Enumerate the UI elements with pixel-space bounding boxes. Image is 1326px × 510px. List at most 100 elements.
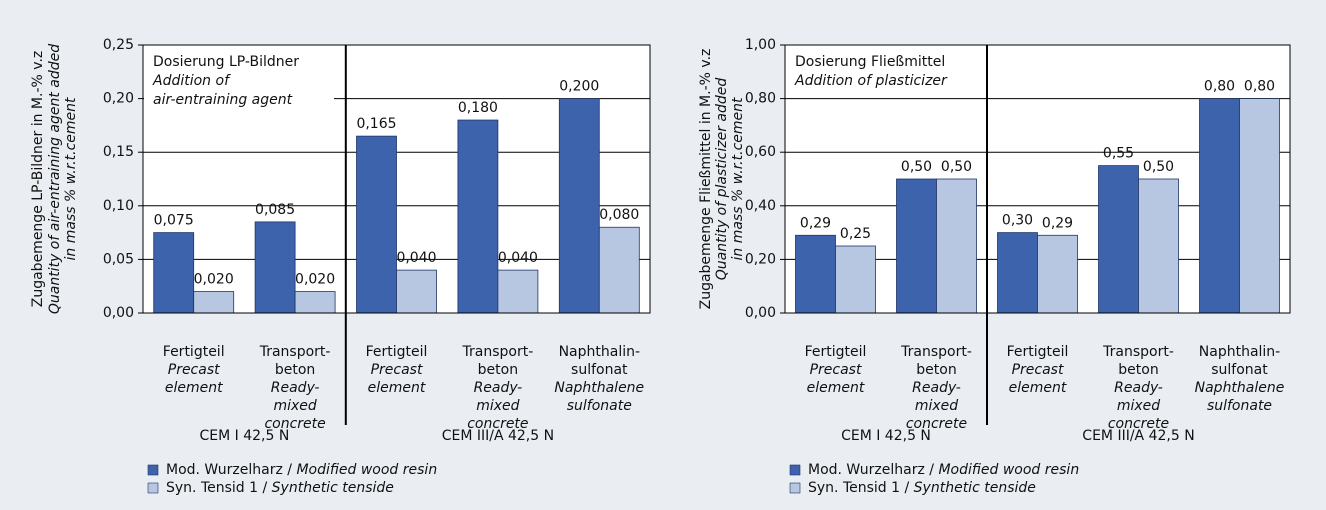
value-label: 0,50 (941, 159, 972, 175)
category-label: Precast (810, 362, 862, 378)
y-tick-label: 0,40 (745, 198, 776, 214)
category-label: Precast (168, 362, 220, 378)
bar (598, 226, 640, 314)
value-label: 0,180 (458, 100, 498, 116)
y-axis-label: in mass % w.r.t.cement (730, 97, 746, 261)
plot-frame (142, 44, 651, 314)
category-label: Transport- (462, 344, 534, 360)
annotation: Addition of (152, 73, 231, 89)
category-label: Fertigteil (366, 344, 428, 360)
value-label: 0,29 (800, 215, 831, 231)
bar (497, 269, 539, 314)
bar (558, 98, 600, 314)
category-label: Ready- (474, 380, 523, 396)
category-label: Ready- (1114, 380, 1163, 396)
category-label: Naphthalin- (559, 344, 640, 360)
legend-text-part: Syn. Tensid 1 (166, 480, 258, 496)
value-label: 0,80 (1244, 79, 1275, 95)
category-label: Transport- (1102, 344, 1174, 360)
category-label: beton (1118, 362, 1158, 378)
y-axis-label: Quantity of plasticizer added (714, 78, 730, 281)
y-tick-label: 0,80 (745, 91, 776, 107)
legend-label: Syn. Tensid 1 / Synthetic tenside (166, 480, 394, 496)
legend-text-part: Synthetic tenside (272, 480, 394, 496)
category-label: Naphthalin- (1199, 344, 1280, 360)
category-label: sulfonat (1211, 362, 1268, 378)
legend-swatch (789, 464, 801, 476)
legend-label: Syn. Tensid 1 / Synthetic tenside (808, 480, 1036, 496)
category-label: beton (916, 362, 956, 378)
y-tick-label: 0,25 (103, 37, 134, 53)
category-label: mixed (915, 398, 958, 414)
category-label: Transport- (259, 344, 331, 360)
legend-text-part: / (283, 462, 297, 478)
category-label: mixed (1117, 398, 1160, 414)
category-label: beton (478, 362, 518, 378)
value-label: 0,200 (559, 79, 599, 95)
y-tick-label: 0,05 (103, 251, 134, 267)
annotation: air-entraining agent (153, 92, 293, 108)
value-label: 0,075 (154, 213, 194, 229)
annotation-box (786, 46, 946, 92)
bar (153, 232, 195, 314)
bar (835, 245, 876, 314)
y-tick-label: 0,20 (103, 91, 134, 107)
bar (997, 232, 1038, 314)
bar (193, 291, 235, 314)
value-label: 0,040 (498, 250, 538, 266)
plot-frame (784, 44, 1291, 314)
category-label: Ready- (912, 380, 961, 396)
group-label: CEM I 42,5 N (841, 428, 931, 444)
category-label: mixed (273, 398, 316, 414)
annotation: Dosierung LP-Bildner (153, 54, 299, 70)
annotation: Dosierung Fließmittel (795, 54, 945, 70)
category-label: Ready- (271, 380, 320, 396)
value-label: 0,25 (840, 226, 871, 242)
category-label: mixed (476, 398, 519, 414)
value-label: 0,50 (1143, 159, 1174, 175)
legend-text-part: Synthetic tenside (914, 480, 1036, 496)
bar (1199, 98, 1240, 314)
category-label: Transport- (900, 344, 972, 360)
value-label: 0,29 (1042, 215, 1073, 231)
group-label: CEM I 42,5 N (199, 428, 289, 444)
category-label: beton (275, 362, 315, 378)
category-label: Fertigteil (805, 344, 867, 360)
category-label: Fertigteil (163, 344, 225, 360)
legend-text-part: / (925, 462, 939, 478)
y-axis-label: in mass % w.r.t.cement (63, 97, 79, 261)
category-label: element (807, 380, 865, 396)
legend-label: Mod. Wurzelharz / Modified wood resin (166, 462, 437, 478)
y-tick-label: 0,20 (745, 251, 776, 267)
bar (396, 269, 437, 314)
category-label: Precast (1012, 362, 1064, 378)
bar (795, 234, 836, 314)
value-label: 0,55 (1103, 146, 1134, 162)
category-label: concrete (1108, 416, 1169, 432)
y-tick-label: 0,00 (745, 305, 776, 321)
legend-text-part: Syn. Tensid 1 (808, 480, 900, 496)
legend-text-part: Modified wood resin (296, 462, 437, 478)
y-tick-label: 0,15 (103, 144, 134, 160)
y-axis-label: Zugabemenge LP-Bildner in M.-% v.z (30, 51, 46, 308)
category-label: Naphthalene (1195, 380, 1285, 396)
legend-text-part: Modified wood resin (938, 462, 1079, 478)
value-label: 0,020 (194, 272, 234, 288)
value-label: 0,085 (255, 202, 295, 218)
y-axis-label: Quantity of air-entraining agent added (47, 44, 63, 314)
bar (896, 178, 937, 314)
bar (936, 178, 977, 314)
category-label: Precast (371, 362, 423, 378)
legend-label: Mod. Wurzelharz / Modified wood resin (808, 462, 1079, 478)
category-label: element (368, 380, 426, 396)
bar (1098, 165, 1139, 314)
category-label: element (165, 380, 223, 396)
legend-swatch (147, 482, 159, 494)
value-label: 0,040 (396, 250, 436, 266)
bar (1138, 178, 1179, 314)
annotation: Addition of plasticizer (794, 73, 948, 89)
category-label: sulfonat (571, 362, 628, 378)
legend-text-part: Mod. Wurzelharz (166, 462, 283, 478)
category-label: concrete (264, 416, 325, 432)
